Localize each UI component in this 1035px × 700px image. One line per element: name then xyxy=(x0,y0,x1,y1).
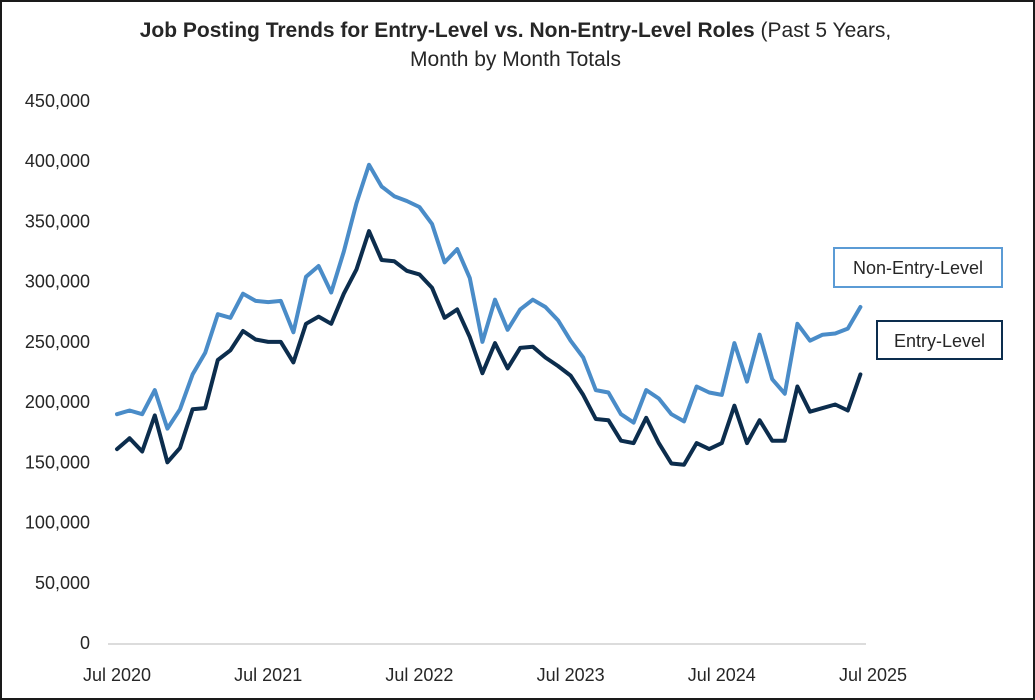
series-line-entry-level xyxy=(115,229,863,467)
x-tick-label: Jul 2023 xyxy=(537,665,605,685)
y-tick-label: 150,000 xyxy=(25,452,90,472)
y-tick-label: 100,000 xyxy=(25,513,90,533)
chart-title: Job Posting Trends for Entry-Level vs. N… xyxy=(0,16,1031,74)
y-tick-label: 350,000 xyxy=(25,211,90,231)
chart-title-rest: (Past 5 Years, xyxy=(754,19,892,42)
y-tick-label: 200,000 xyxy=(25,392,90,412)
x-tick-label: Jul 2022 xyxy=(385,665,453,685)
legend-entry-level: Entry-Level xyxy=(876,320,1003,360)
legend-non-entry-level: Non-Entry-Level xyxy=(833,247,1003,288)
chart-title-line2: Month by Month Totals xyxy=(410,48,621,71)
y-tick-label: 450,000 xyxy=(25,91,90,111)
y-tick-label: 50,000 xyxy=(35,573,90,593)
y-tick-label: 0 xyxy=(80,633,90,653)
y-tick-label: 300,000 xyxy=(25,272,90,292)
x-tick-label: Jul 2024 xyxy=(688,665,756,685)
x-tick-label: Jul 2021 xyxy=(234,665,302,685)
series-line-non-entry-level xyxy=(115,162,863,431)
x-tick-label: Jul 2025 xyxy=(839,665,907,685)
y-tick-label: 250,000 xyxy=(25,332,90,352)
chart-title-bold: Job Posting Trends for Entry-Level vs. N… xyxy=(139,19,755,42)
y-tick-label: 400,000 xyxy=(25,151,90,171)
x-tick-label: Jul 2020 xyxy=(83,665,151,685)
